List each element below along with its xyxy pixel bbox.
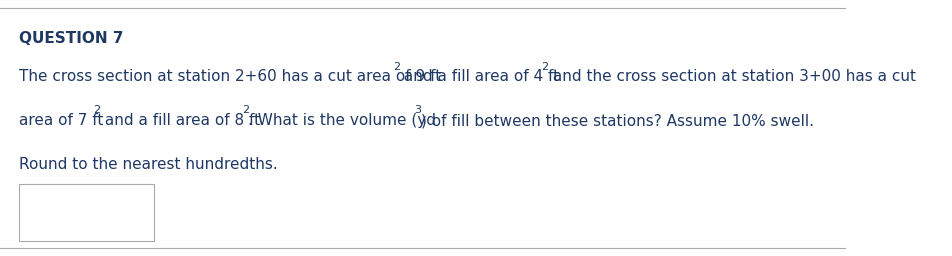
Text: and a fill area of 4 ft: and a fill area of 4 ft [399,69,559,84]
Text: 2: 2 [392,62,400,72]
Text: 3: 3 [414,105,421,115]
Text: . What is the volume (yd: . What is the volume (yd [248,113,436,128]
Text: ) of fill between these stations? Assume 10% swell.: ) of fill between these stations? Assume… [421,113,813,128]
Text: QUESTION 7: QUESTION 7 [19,31,123,46]
Text: 2: 2 [541,62,547,72]
Text: 2: 2 [242,105,248,115]
Text: 2: 2 [93,105,100,115]
Text: and a fill area of 8 ft: and a fill area of 8 ft [100,113,260,128]
Text: The cross section at station 2+60 has a cut area of 9 ft: The cross section at station 2+60 has a … [19,69,441,84]
Text: area of 7 ft: area of 7 ft [19,113,103,128]
FancyBboxPatch shape [19,184,153,241]
Text: and the cross section at station 3+00 has a cut: and the cross section at station 3+00 ha… [547,69,915,84]
Text: Round to the nearest hundredths.: Round to the nearest hundredths. [19,156,277,172]
